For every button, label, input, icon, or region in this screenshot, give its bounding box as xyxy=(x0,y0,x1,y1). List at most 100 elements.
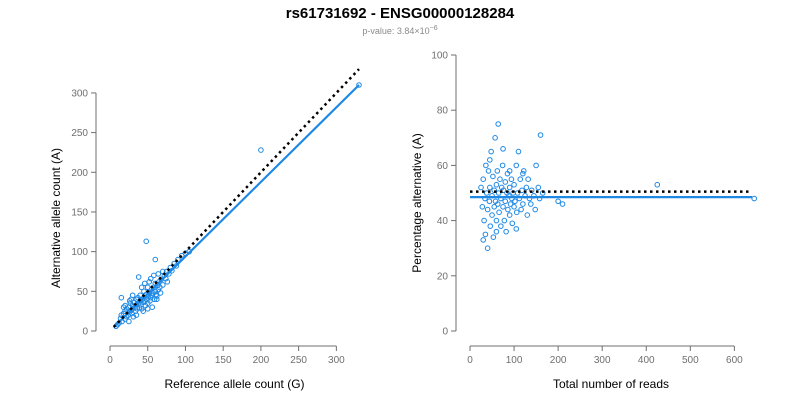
right-data-point xyxy=(751,195,758,202)
right-data-point xyxy=(488,148,494,155)
right-y-tick-label: 0 xyxy=(442,327,448,338)
right-data-point xyxy=(493,217,500,224)
left-scatter-panel: 0 50 100 150 200 250 300 0 50 100 150 200 250 300 Refe… xyxy=(49,68,362,391)
right-scatter-panel: 0 100 200 300 400 500 600 0 20 40 60 80 100 Total num… xyxy=(410,51,758,391)
right-data-point xyxy=(481,217,487,224)
right-data-point xyxy=(506,184,513,191)
left-x-tick-label: 0 xyxy=(107,355,113,366)
right-data-point xyxy=(528,201,534,207)
left-y-tick-label: 50 xyxy=(77,287,89,298)
right-data-point xyxy=(479,204,486,210)
right-data-point xyxy=(491,204,498,210)
left-y-tick-label: 100 xyxy=(71,247,88,258)
right-data-point xyxy=(497,176,503,182)
right-data-point xyxy=(507,201,514,207)
right-data-point xyxy=(520,168,527,174)
left-data-point xyxy=(152,288,159,295)
right-data-point xyxy=(520,201,526,207)
right-data-point xyxy=(523,184,530,191)
right-data-point xyxy=(498,184,505,191)
right-data-point xyxy=(517,176,524,182)
right-y-tick-label: 60 xyxy=(437,161,449,172)
right-x-tick-label: 100 xyxy=(506,355,523,366)
right-data-point xyxy=(494,201,501,207)
left-data-point xyxy=(153,296,160,303)
left-data-point xyxy=(126,318,132,325)
right-data-point xyxy=(513,162,520,169)
right-data-point xyxy=(520,170,526,177)
left-x-tick-label: 300 xyxy=(328,355,345,366)
right-data-point xyxy=(493,181,500,188)
left-reference-line xyxy=(112,68,360,328)
right-y-tick-label: 100 xyxy=(431,51,448,62)
right-data-point xyxy=(480,237,487,243)
left-x-tick-label: 100 xyxy=(177,355,194,366)
right-data-point xyxy=(513,209,520,216)
left-data-point xyxy=(128,296,134,303)
right-data-point xyxy=(503,228,509,235)
right-data-point xyxy=(513,226,520,232)
p-value-text: p-value: 3.84×10 xyxy=(362,26,430,36)
right-data-point xyxy=(484,245,491,251)
right-x-tick-label: 600 xyxy=(726,355,743,366)
left-fit-line xyxy=(112,84,360,329)
right-y-tick-label: 80 xyxy=(437,106,449,117)
right-data-point xyxy=(559,201,566,207)
left-data-point xyxy=(141,280,148,287)
left-data-point xyxy=(155,271,162,277)
left-data-point xyxy=(149,304,156,310)
right-data-point xyxy=(509,220,516,227)
right-data-point xyxy=(511,181,517,188)
left-y-tick-label: 250 xyxy=(71,128,88,139)
left-data-point xyxy=(138,284,145,291)
right-data-point xyxy=(478,184,484,191)
p-value-exponent: −6 xyxy=(429,25,438,32)
left-y-tick-label: 0 xyxy=(82,327,88,338)
left-data-point xyxy=(130,313,137,320)
right-data-point xyxy=(483,190,490,196)
left-y-tick-label: 150 xyxy=(71,207,88,218)
right-data-point xyxy=(494,168,501,174)
right-data-point xyxy=(524,212,531,218)
left-data-point xyxy=(140,308,146,314)
right-data-point xyxy=(490,234,497,240)
left-data-point xyxy=(153,293,160,299)
right-data-point xyxy=(493,228,500,235)
right-data-point xyxy=(492,135,498,141)
right-data-point xyxy=(508,176,515,182)
left-data-point xyxy=(356,82,362,88)
right-data-point xyxy=(480,176,487,182)
left-data-point xyxy=(133,312,140,318)
right-data-point xyxy=(500,146,506,152)
left-data-point xyxy=(160,282,166,288)
right-data-point xyxy=(535,184,542,191)
right-data-point xyxy=(489,212,495,218)
chart-title: rs61731692 - ENSG00000128284 xyxy=(285,5,515,22)
left-x-axis-label: Reference allele count (G) xyxy=(164,377,304,391)
left-y-tick-label: 300 xyxy=(71,88,88,99)
left-x-tick-label: 150 xyxy=(215,355,232,366)
right-data-point xyxy=(500,204,506,210)
right-x-tick-label: 400 xyxy=(638,355,655,366)
left-data-point xyxy=(126,298,133,304)
right-data-point xyxy=(518,206,524,213)
right-data-point xyxy=(484,206,491,213)
right-x-tick-label: 0 xyxy=(467,355,473,366)
left-data-point xyxy=(120,304,127,310)
right-x-tick-label: 300 xyxy=(594,355,611,366)
right-data-point xyxy=(483,162,489,169)
left-x-tick-label: 200 xyxy=(253,355,270,366)
right-data-point xyxy=(498,223,504,229)
right-data-point xyxy=(519,187,525,194)
right-data-point xyxy=(487,223,494,229)
left-data-point xyxy=(258,147,264,153)
right-y-axis-label: Percentage alternative (A) xyxy=(410,133,424,272)
left-y-axis-label: Alternative allele count (A) xyxy=(49,148,63,288)
right-data-point xyxy=(486,198,493,205)
right-data-point xyxy=(485,168,492,174)
right-x-tick-label: 200 xyxy=(550,355,567,366)
left-data-point xyxy=(143,238,150,245)
left-data-point xyxy=(164,279,171,285)
right-data-point xyxy=(512,198,518,205)
right-data-point xyxy=(487,157,493,163)
